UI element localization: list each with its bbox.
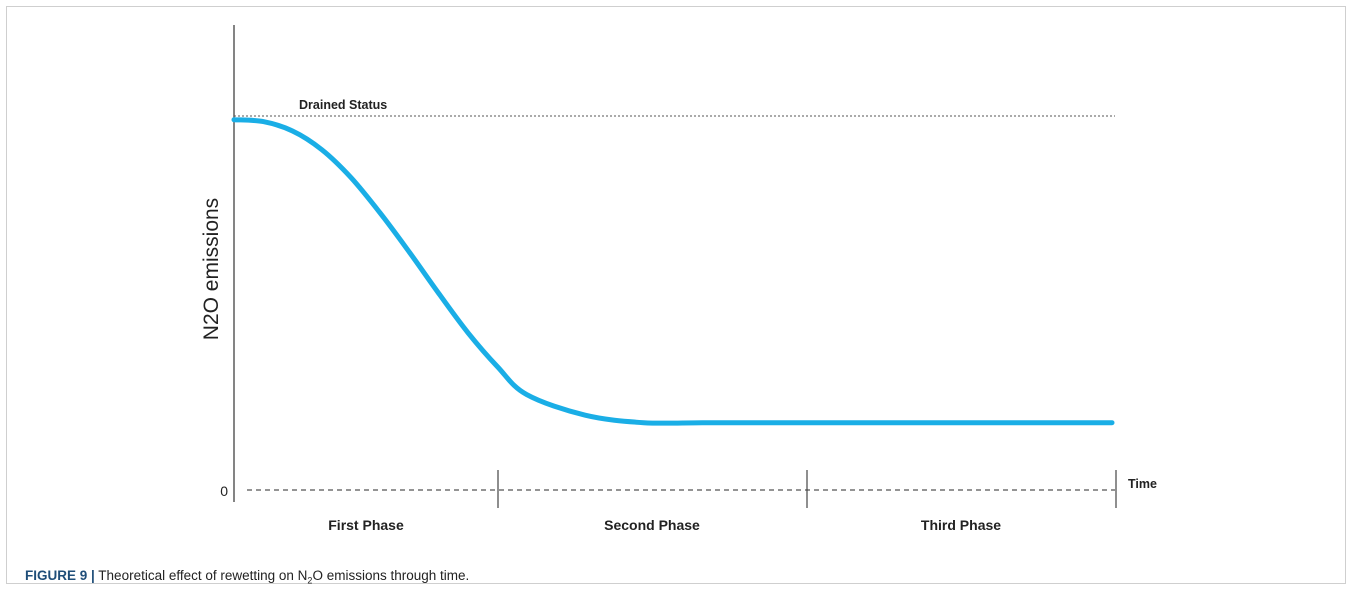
origin-label: 0 <box>220 483 228 499</box>
caption-text-after: O emissions through time. <box>312 568 470 583</box>
emissions-curve <box>231 117 1115 426</box>
phase-label-second: Second Phase <box>604 517 700 533</box>
x-axis-label: Time <box>1128 477 1157 491</box>
figure-caption: FIGURE 9 | Theoretical effect of rewetti… <box>25 568 469 586</box>
chart: N2O emissions Drained Status 0 Time Firs… <box>200 25 1157 533</box>
figure-frame: N2O emissions Drained Status 0 Time Firs… <box>6 6 1346 586</box>
plot-area: N2O emissions Drained Status 0 Time Firs… <box>200 25 1157 533</box>
drained-status-label: Drained Status <box>299 98 387 112</box>
phase-label-first: First Phase <box>328 517 404 533</box>
figure-label: FIGURE 9 | <box>25 568 95 583</box>
y-axis-label: N2O emissions <box>200 198 223 340</box>
caption-text-before: Theoretical effect of rewetting on N <box>94 568 308 583</box>
caption-subscript: 2 <box>307 575 313 586</box>
phase-label-third: Third Phase <box>921 517 1001 533</box>
